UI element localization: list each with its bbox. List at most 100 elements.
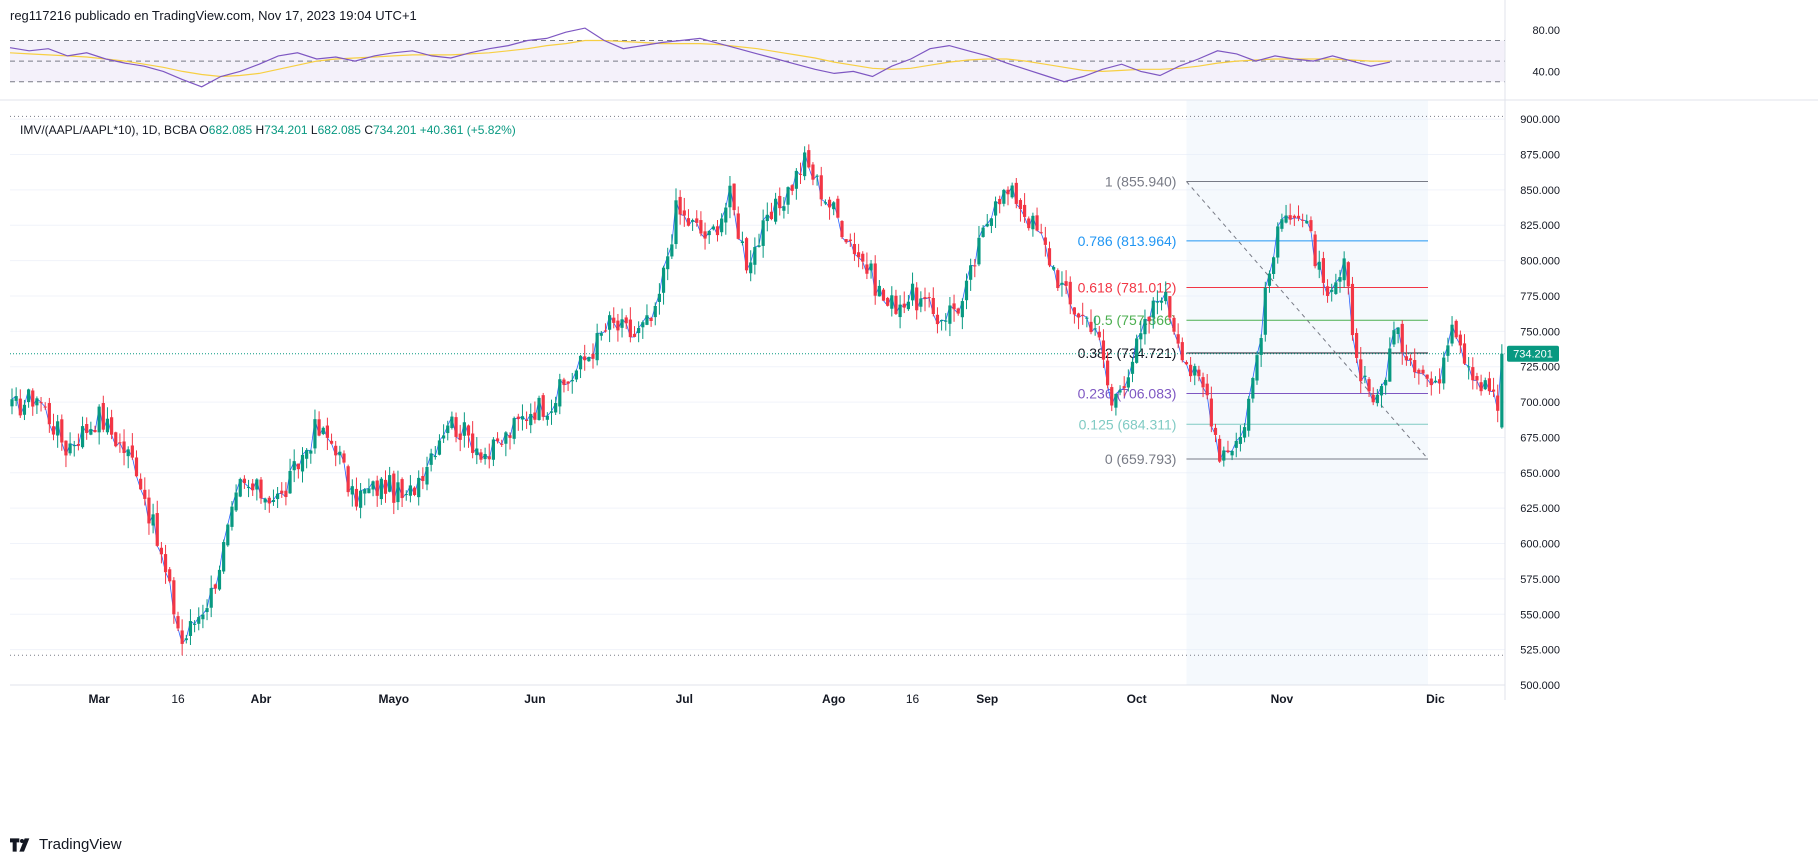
candle-body	[305, 450, 309, 459]
candle-body	[948, 305, 952, 324]
candle-body	[425, 466, 429, 485]
candle-body	[392, 473, 396, 503]
candle-body	[1384, 379, 1388, 386]
candle-body	[923, 297, 927, 299]
candle-body	[969, 265, 973, 280]
candle-body	[1130, 361, 1135, 374]
candle-body	[1205, 383, 1209, 396]
candle-body	[678, 196, 682, 215]
candle-body	[139, 478, 143, 490]
candle-body	[226, 524, 230, 546]
candle-body	[935, 314, 940, 325]
candle-body	[1305, 220, 1309, 224]
candle-body	[1284, 215, 1288, 223]
rsi-tick-label: 40.00	[1532, 66, 1560, 78]
candle-body	[147, 497, 151, 524]
candle-body	[554, 403, 558, 413]
candle-body	[886, 297, 890, 306]
candle-body	[1255, 355, 1259, 381]
candle-body	[80, 426, 85, 448]
candle-body	[89, 429, 93, 435]
tradingview-footer[interactable]: TradingView	[10, 836, 122, 853]
candle-body	[877, 285, 881, 297]
price-tick-label: 800.000	[1520, 256, 1560, 268]
candle-body	[458, 433, 462, 440]
candle-body	[691, 220, 695, 222]
candle-body	[255, 479, 259, 490]
candle-body	[1309, 220, 1313, 232]
candle-body	[1425, 374, 1429, 379]
candle-body	[1500, 353, 1504, 428]
candle-body	[342, 453, 346, 463]
candle-body	[1404, 356, 1408, 361]
candle-body	[832, 202, 836, 210]
candle-body	[1201, 377, 1205, 388]
candle-body	[433, 456, 437, 458]
candle-body	[350, 486, 354, 495]
candle-body	[1060, 282, 1064, 285]
candle-body	[450, 416, 454, 429]
candle-body	[1159, 300, 1164, 303]
candle-body	[60, 419, 64, 443]
rsi-line	[9, 27, 1391, 88]
candle-body	[1458, 334, 1462, 346]
candle-body	[657, 293, 661, 302]
candle-body	[724, 207, 728, 223]
candle-body	[827, 199, 832, 208]
candle-body	[213, 584, 217, 589]
candle-body	[541, 395, 545, 417]
price-tick-label: 750.000	[1520, 326, 1560, 338]
candle-body	[819, 175, 823, 200]
fib-level-label: 0 (659.793)	[1105, 451, 1177, 467]
candle-body	[707, 230, 711, 236]
candle-body	[898, 304, 902, 318]
candle-body	[1367, 379, 1371, 392]
candle-body	[363, 489, 367, 494]
candle-body	[68, 443, 72, 454]
candle-body	[1126, 377, 1130, 388]
candle-body	[130, 445, 134, 458]
candle-body	[823, 202, 827, 204]
candle-body	[861, 253, 865, 262]
candle-body	[1292, 215, 1296, 218]
candle-body	[632, 333, 637, 337]
candle-body	[417, 477, 421, 498]
candle-body	[952, 303, 956, 310]
candle-body	[786, 187, 790, 205]
candle-body	[134, 457, 139, 477]
candle-body	[379, 478, 383, 500]
candle-body	[1043, 237, 1047, 245]
candle-body	[715, 226, 720, 236]
candle-body	[973, 265, 977, 267]
time-tick-label: Nov	[1271, 692, 1294, 706]
candle-body	[545, 415, 549, 420]
candle-body	[1018, 200, 1023, 210]
price-tick-label: 600.000	[1520, 539, 1560, 551]
last-price-tag: 734.201	[1507, 345, 1559, 362]
candle-body	[1135, 338, 1139, 363]
candle-body	[956, 308, 960, 314]
price-grid	[10, 100, 1505, 686]
candle-body	[595, 333, 599, 361]
candle-body	[1454, 320, 1458, 338]
candle-body	[1338, 277, 1342, 282]
candle-body	[670, 244, 674, 257]
candle-body	[193, 623, 197, 625]
candle-body	[1230, 450, 1234, 456]
candle-body	[267, 497, 271, 504]
candle-body	[188, 621, 193, 636]
candle-body	[1068, 281, 1072, 305]
candle-body	[1491, 389, 1496, 392]
candle-body	[836, 198, 840, 218]
candle-body	[1238, 436, 1242, 444]
candle-body	[753, 247, 757, 265]
low-value: 682.085	[317, 123, 361, 137]
candle-body	[242, 478, 246, 484]
fib-level-label: 1 (855.940)	[1105, 173, 1177, 189]
candle-body	[583, 356, 587, 361]
candle-body	[10, 399, 14, 407]
candle-body	[72, 445, 76, 447]
candle-body	[1479, 382, 1483, 392]
candle-body	[1263, 287, 1267, 335]
